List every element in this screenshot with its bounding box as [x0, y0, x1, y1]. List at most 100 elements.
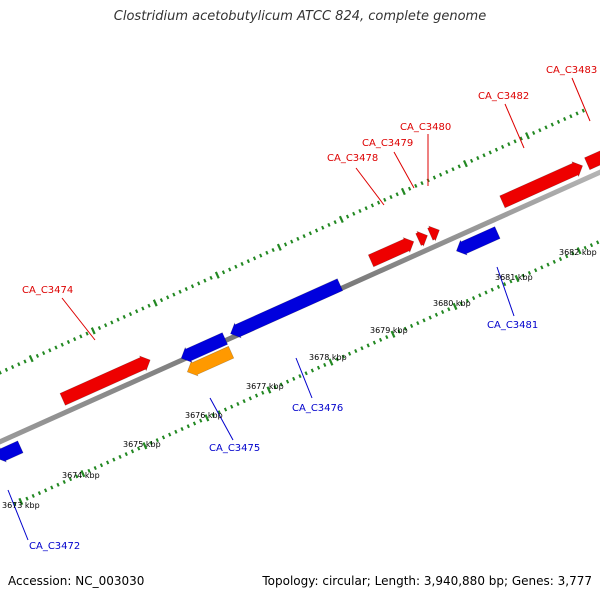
gene-label-ca-c3472[interactable]: CA_C3472	[29, 541, 80, 552]
tick-mark	[565, 254, 569, 259]
gene-label-ca-c3476[interactable]: CA_C3476	[292, 403, 343, 414]
tick-mark	[60, 342, 64, 347]
tick-mark	[360, 346, 364, 351]
tick-mark	[104, 323, 108, 328]
tick-mark	[279, 382, 283, 387]
tick-mark	[420, 181, 424, 186]
gene-label-ca-c3483[interactable]: CA_C3483	[546, 65, 597, 76]
tick-mark	[469, 158, 474, 163]
tick-mark	[228, 267, 232, 272]
tick-mark	[192, 421, 197, 426]
gene-ca-c3478[interactable]	[367, 237, 415, 268]
tick-mark	[532, 130, 536, 135]
tick-labels: 3673 kbp 3674 kbp 3675 kbp 3676 kbp 3677…	[2, 248, 597, 510]
gene-ca-c3474[interactable]	[59, 355, 151, 406]
tick-mark	[166, 295, 170, 300]
gene-label-ca-c3475[interactable]: CA_C3475	[209, 443, 260, 454]
tick-mark	[54, 345, 58, 350]
tick-mark	[341, 354, 345, 359]
label-leader-line	[7, 489, 29, 541]
accession-text: Accession: NC_003030	[8, 574, 145, 588]
tick-mark	[385, 335, 389, 340]
tick-mark	[378, 337, 383, 342]
label-leader-line	[61, 297, 96, 341]
tick-mark	[199, 418, 203, 423]
tick-mark	[73, 337, 77, 342]
tick-mark	[4, 367, 9, 372]
tick-mark	[174, 429, 178, 434]
gene-label-ca-c3478[interactable]: CA_C3478	[327, 153, 378, 164]
tick-mark	[476, 156, 480, 161]
gene-ca-c3483[interactable]	[584, 133, 600, 171]
tick-mark	[62, 479, 66, 484]
gene-ca-c3480[interactable]	[427, 225, 440, 242]
label-leader-line	[393, 151, 415, 189]
gene-features	[0, 133, 600, 463]
tick-mark	[172, 292, 176, 297]
tick-mark	[25, 496, 29, 501]
tick-label: 3678 kbp	[309, 353, 347, 362]
tick-label: 3677 kbp	[246, 382, 284, 391]
gene-label-ca-c3474[interactable]: CA_C3474	[22, 285, 73, 296]
tick-mark	[159, 298, 164, 303]
tick-mark	[333, 220, 337, 225]
tick-mark	[37, 491, 42, 496]
tick-mark	[335, 357, 339, 362]
tick-mark	[514, 274, 520, 283]
tick-mark	[527, 270, 532, 276]
tick-mark	[534, 268, 538, 273]
tick-mark	[494, 147, 499, 152]
tick-mark	[266, 386, 272, 394]
tick-mark	[223, 407, 228, 412]
tick-mark	[544, 125, 548, 130]
tick-mark	[66, 339, 71, 344]
tick-mark	[569, 114, 573, 119]
tick-mark	[85, 331, 89, 336]
tick-mark	[197, 281, 201, 286]
gene-label-ca-c3481[interactable]: CA_C3481	[487, 320, 538, 331]
tick-mark	[352, 211, 356, 216]
gene-ca-c3479[interactable]	[415, 230, 428, 247]
tick-mark	[261, 390, 265, 395]
tick-mark	[161, 435, 166, 440]
tick-mark	[438, 172, 443, 177]
tick-mark	[302, 234, 306, 239]
tick-mark	[180, 427, 184, 432]
tick-mark	[501, 144, 505, 149]
tick-mark	[147, 303, 151, 308]
tick-mark	[327, 222, 331, 227]
tick-mark	[80, 469, 86, 478]
label-leader-line	[295, 357, 313, 399]
gene-label-ca-c3479[interactable]: CA_C3479	[362, 138, 413, 149]
gene-ca-c3482[interactable]	[499, 161, 583, 209]
tick-mark	[310, 368, 314, 373]
gene-ca-c3475[interactable]	[186, 345, 235, 377]
gene-label-ca-c3482[interactable]: CA_C3482	[478, 91, 529, 102]
gene-ca-c3481[interactable]	[456, 226, 501, 256]
tick-mark	[583, 245, 587, 250]
tick-mark	[283, 242, 288, 247]
tick-mark	[596, 240, 600, 245]
tick-mark	[370, 203, 375, 208]
tick-mark	[432, 175, 437, 180]
gene-label-ca-c3480[interactable]: CA_C3480	[400, 122, 451, 133]
tick-mark	[556, 119, 561, 124]
label-leader-line	[355, 167, 385, 206]
tick-mark	[252, 256, 257, 261]
genome-summary-text: Topology: circular; Length: 3,940,880 bp…	[262, 574, 592, 588]
tick-mark	[422, 318, 426, 323]
tick-mark	[12, 502, 17, 507]
gene-ca-c3475b[interactable]	[180, 332, 228, 363]
gene-ca-c3472[interactable]	[0, 440, 24, 463]
tick-mark	[503, 282, 507, 287]
tick-mark	[451, 167, 455, 172]
label-leader-line	[209, 397, 234, 441]
tick-mark	[18, 497, 24, 506]
tick-mark	[364, 206, 368, 211]
tick-mark	[403, 326, 408, 331]
tick-mark	[546, 262, 550, 267]
tick-mark	[10, 365, 15, 370]
gene-ca-c3476[interactable]	[230, 278, 344, 339]
tick-mark	[87, 468, 91, 473]
